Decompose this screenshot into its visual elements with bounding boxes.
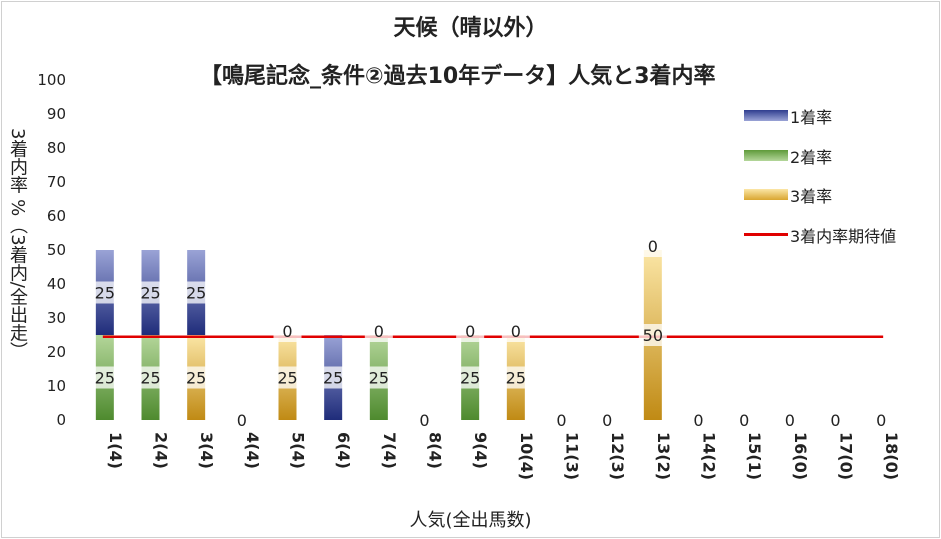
y-tick-label: 0 bbox=[56, 411, 66, 429]
data-label-bg bbox=[273, 366, 302, 389]
y-tick-label: 60 bbox=[47, 207, 66, 225]
data-label-series-1: 25 bbox=[186, 284, 206, 303]
x-tick-label: 15(1) bbox=[745, 432, 764, 480]
legend-item-series-2: 2着率 bbox=[744, 144, 941, 167]
legend-line-expected bbox=[744, 233, 788, 236]
data-label-bg bbox=[182, 366, 211, 389]
data-label-zero: 0 bbox=[465, 322, 475, 341]
data-label-bg bbox=[456, 320, 485, 342]
y-tick-label: 100 bbox=[37, 71, 66, 89]
x-tick-label: 6(4) bbox=[334, 432, 353, 469]
x-tick-label: 5(4) bbox=[289, 432, 308, 469]
x-tick-label: 12(3) bbox=[608, 432, 627, 480]
data-label-bg bbox=[867, 409, 896, 431]
y-tick-label: 90 bbox=[47, 105, 66, 123]
data-label-series-1: 25 bbox=[323, 369, 343, 388]
data-label-bg bbox=[501, 320, 530, 342]
data-label-bg bbox=[775, 409, 804, 431]
data-label-zero: 0 bbox=[556, 411, 566, 430]
data-label-bg bbox=[136, 366, 165, 389]
chart-subtitle: 【鳴尾記念_条件②過去10年データ】人気と3着内率 bbox=[200, 64, 716, 89]
x-tick-label: 2(4) bbox=[152, 432, 171, 469]
x-tick-label: 7(4) bbox=[380, 432, 399, 469]
x-tick-label: 1(4) bbox=[106, 432, 125, 469]
x-tick-label: 4(4) bbox=[243, 432, 262, 469]
x-tick-label: 8(4) bbox=[426, 432, 445, 469]
data-label-bg bbox=[227, 409, 256, 431]
data-label-bg bbox=[364, 366, 393, 389]
data-label-zero: 0 bbox=[830, 411, 840, 430]
data-label-zero: 0 bbox=[237, 411, 247, 430]
data-label-zero: 0 bbox=[648, 237, 658, 256]
data-label-series-3: 25 bbox=[186, 369, 206, 388]
data-label-zero: 0 bbox=[374, 322, 384, 341]
y-tick-label: 20 bbox=[47, 343, 66, 361]
data-label-series-2: 25 bbox=[460, 369, 480, 388]
x-tick-label: 9(4) bbox=[471, 432, 490, 469]
data-label-zero: 0 bbox=[419, 411, 429, 430]
y-tick-label: 40 bbox=[47, 275, 66, 293]
data-label-zero: 0 bbox=[511, 322, 521, 341]
data-label-zero: 0 bbox=[282, 322, 292, 341]
data-label-zero: 0 bbox=[602, 411, 612, 430]
data-label-series-2: 25 bbox=[95, 369, 115, 388]
data-label-bg bbox=[501, 366, 530, 389]
data-label-zero: 0 bbox=[785, 411, 795, 430]
x-tick-label: 13(2) bbox=[654, 432, 673, 480]
legend-label-expected: 3着内率期待値 bbox=[790, 227, 897, 246]
data-label-bg bbox=[410, 409, 439, 431]
x-tick-label: 10(4) bbox=[517, 432, 536, 480]
legend-item-series-3: 3着率 bbox=[744, 183, 941, 206]
data-label-zero: 0 bbox=[739, 411, 749, 430]
data-label-bg bbox=[182, 281, 211, 304]
legend-label-series-3: 3着率 bbox=[790, 187, 833, 206]
data-label-series-2: 25 bbox=[369, 369, 389, 388]
data-label-bg bbox=[90, 281, 119, 304]
legend-label-series-2: 2着率 bbox=[790, 148, 833, 167]
data-label-bg bbox=[136, 281, 165, 304]
legend-swatch-series-1 bbox=[744, 110, 788, 121]
data-label-series-3: 25 bbox=[506, 369, 526, 388]
x-tick-label: 3(4) bbox=[197, 432, 216, 469]
data-label-bg bbox=[319, 366, 348, 389]
legend-swatch-series-3 bbox=[744, 189, 788, 200]
data-label-series-2: 25 bbox=[140, 369, 160, 388]
data-label-bg bbox=[593, 409, 622, 431]
legend-item-series-1: 1着率 bbox=[744, 104, 941, 127]
data-label-series-1: 25 bbox=[140, 284, 160, 303]
chart-title: 天候（晴以外） bbox=[393, 16, 548, 41]
x-tick-label: 16(0) bbox=[791, 432, 810, 480]
data-label-bg bbox=[273, 320, 302, 342]
x-tick-label: 11(3) bbox=[563, 432, 582, 480]
data-label-series-3: 50 bbox=[643, 326, 663, 345]
y-axis-label: 3着内率 %（3着内/全出走） bbox=[7, 128, 28, 360]
data-label-series-3: 25 bbox=[277, 369, 297, 388]
data-label-bg bbox=[547, 409, 576, 431]
data-label-zero: 0 bbox=[876, 411, 886, 430]
y-tick-label: 50 bbox=[47, 241, 66, 259]
data-label-bg bbox=[456, 366, 485, 389]
y-tick-label: 10 bbox=[47, 377, 66, 395]
x-tick-label: 18(0) bbox=[882, 432, 901, 480]
data-label-bg bbox=[684, 409, 713, 431]
legend-label-series-1: 1着率 bbox=[790, 108, 833, 127]
data-label-bg bbox=[730, 409, 759, 431]
y-tick-label: 80 bbox=[47, 139, 66, 157]
legend-item-expected: 3着内率期待値 bbox=[744, 223, 941, 246]
x-tick-label: 17(0) bbox=[837, 432, 856, 480]
legend-swatch-series-2 bbox=[744, 150, 788, 161]
data-label-bg bbox=[821, 409, 850, 431]
data-label-bg bbox=[638, 324, 667, 346]
x-axis-label: 人気(全出馬数) bbox=[409, 510, 532, 531]
data-label-bg bbox=[90, 366, 119, 389]
x-tick-label: 14(2) bbox=[700, 432, 719, 480]
data-label-bg bbox=[638, 235, 667, 257]
data-label-zero: 0 bbox=[693, 411, 703, 430]
data-label-series-1: 25 bbox=[95, 284, 115, 303]
y-tick-label: 30 bbox=[47, 309, 66, 327]
y-tick-label: 70 bbox=[47, 173, 66, 191]
data-label-bg bbox=[364, 320, 393, 342]
